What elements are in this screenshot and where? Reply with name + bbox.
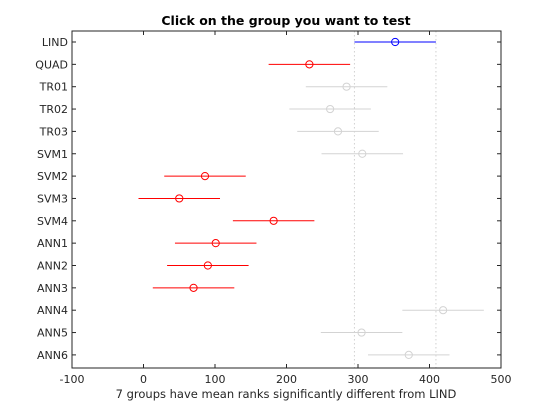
- y-tick-label-ann3[interactable]: ANN3: [37, 282, 68, 295]
- mean-marker-lind[interactable]: [391, 37, 400, 47]
- mean-marker-tr03[interactable]: [333, 127, 343, 136]
- group-ann1[interactable]: [174, 239, 257, 248]
- mean-marker-ann4[interactable]: [438, 306, 448, 315]
- group-tr03[interactable]: [297, 127, 379, 136]
- x-axis: -100 0 100 200 300 400 500: [60, 31, 512, 386]
- chart-title: Click on the group you want to test: [161, 13, 410, 28]
- plot-area[interactable]: [72, 31, 501, 368]
- group-ann4[interactable]: [402, 306, 484, 315]
- y-tick-label-svm3[interactable]: SVM3: [37, 192, 68, 205]
- y-tick-label-tr03[interactable]: TR03: [39, 125, 68, 138]
- group-tr02[interactable]: [289, 104, 371, 114]
- x-tick-label--100: -100: [60, 373, 85, 386]
- x-tick-label-0: 0: [140, 373, 147, 386]
- x-tick-label-200: 200: [276, 373, 297, 386]
- y-tick-label-svm2[interactable]: SVM2: [37, 170, 68, 183]
- group-quad[interactable]: [268, 60, 351, 69]
- x-tick-label-300: 300: [348, 373, 369, 386]
- x-tick-label-100: 100: [205, 373, 226, 386]
- y-tick-label-ann2[interactable]: ANN2: [37, 260, 68, 273]
- mean-marker-ann2[interactable]: [203, 261, 212, 270]
- mean-marker-ann6[interactable]: [404, 350, 413, 359]
- group-intervals: [138, 37, 484, 359]
- y-tick-label-svm4[interactable]: SVM4: [37, 215, 68, 228]
- group-svm1[interactable]: [321, 149, 404, 158]
- mean-marker-quad[interactable]: [305, 60, 314, 69]
- y-tick-label-svm1[interactable]: SVM1: [37, 148, 68, 161]
- x-tick-label-500: 500: [491, 373, 512, 386]
- group-ann3[interactable]: [152, 283, 235, 292]
- y-tick-label-ann1[interactable]: ANN1: [37, 237, 68, 250]
- mean-marker-svm4[interactable]: [269, 216, 278, 225]
- group-svm3[interactable]: [138, 194, 221, 203]
- x-tick-label-400: 400: [419, 373, 440, 386]
- y-tick-label-tr01[interactable]: TR01: [39, 81, 68, 94]
- y-tick-label-tr02[interactable]: TR02: [39, 103, 68, 116]
- mean-marker-ann1[interactable]: [211, 239, 220, 248]
- y-axis: LIND QUAD TR01 TR02 TR03 SVM1 SVM2 SVM3 SVM4 ANN1…: [35, 36, 501, 362]
- mean-marker-svm3[interactable]: [175, 194, 184, 203]
- mean-marker-ann5[interactable]: [357, 328, 366, 337]
- group-ann2[interactable]: [167, 261, 249, 270]
- group-lind[interactable]: [354, 37, 436, 47]
- y-tick-label-ann4[interactable]: ANN4: [37, 304, 68, 317]
- group-ann6[interactable]: [368, 350, 450, 359]
- group-svm4[interactable]: [232, 216, 315, 225]
- mean-marker-tr02[interactable]: [326, 104, 335, 114]
- x-axis-label: 7 groups have mean ranks significantly d…: [116, 387, 457, 401]
- mean-marker-ann3[interactable]: [189, 283, 198, 292]
- group-svm2[interactable]: [164, 172, 246, 181]
- group-ann5[interactable]: [320, 328, 403, 337]
- y-tick-label-ann6[interactable]: ANN6: [37, 349, 68, 362]
- group-tr01[interactable]: [305, 82, 388, 91]
- y-tick-label-lind[interactable]: LIND: [42, 36, 68, 49]
- y-tick-label-quad[interactable]: QUAD: [35, 58, 68, 71]
- y-tick-label-ann5[interactable]: ANN5: [37, 327, 68, 340]
- mean-marker-tr01[interactable]: [342, 82, 351, 91]
- mean-marker-svm1[interactable]: [358, 149, 367, 158]
- mean-marker-svm2[interactable]: [200, 172, 210, 181]
